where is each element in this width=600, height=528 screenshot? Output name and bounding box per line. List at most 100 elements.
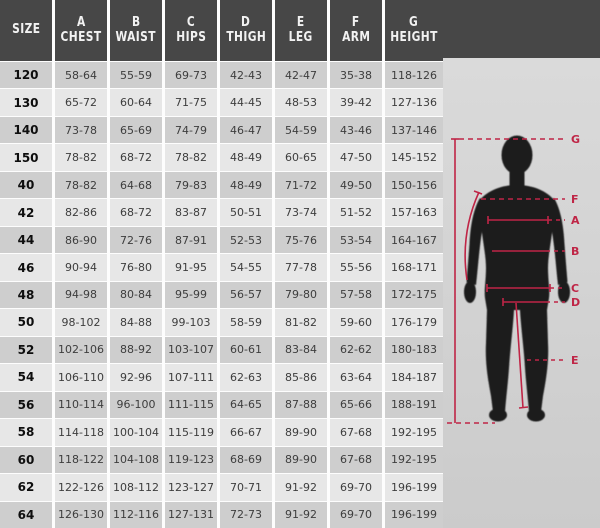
value-cell: 118-122 [55,446,107,474]
value-cell: 137-146 [385,116,444,144]
value-cell: 63-64 [330,364,382,391]
value-cell: 69-70 [330,501,382,528]
value-cell: 91-95 [165,254,217,281]
measure-label-f: F [571,193,579,206]
value-cell: 126-130 [55,501,107,528]
column-letter: D [241,14,251,30]
value-cell: 85-86 [275,364,327,391]
value-cell: 55-59 [110,62,162,89]
value-cell: 48-49 [220,171,272,199]
value-cell: 58-59 [220,309,272,336]
value-cell: 68-69 [220,446,272,474]
value-cell: 108-112 [110,474,162,501]
column-letter: F [352,14,360,30]
value-cell: 99-103 [165,309,217,336]
value-cell: 83-87 [165,199,217,226]
value-cell: 65-72 [55,89,107,116]
value-cell: 110-114 [55,391,107,419]
value-cell: 75-76 [275,226,327,254]
value-cell: 49-50 [330,171,382,199]
column-label: LEG [288,29,314,45]
arm-curve-tick [473,190,483,195]
value-cell: 196-199 [385,474,444,501]
measure-label-a: A [571,214,580,227]
size-cell: 58 [0,419,52,446]
value-cell: 84-88 [110,309,162,336]
value-cell: 104-108 [110,446,162,474]
value-cell: 69-70 [330,474,382,501]
size-cell: 60 [0,446,52,474]
size-table: SIZE A CHEST B WAIST C HIPS D THIGH E LEG F ARM G HEIG… [0,0,444,528]
column-letter: C [186,14,196,30]
value-cell: 118-126 [385,62,444,89]
value-cell: 62-63 [220,364,272,391]
value-cell: 71-75 [165,89,217,116]
value-cell: 168-171 [385,254,444,281]
value-cell: 72-73 [220,501,272,528]
header-band-right [443,0,600,58]
value-cell: 114-118 [55,419,107,446]
column-letter: E [297,14,305,30]
column-letter: A [76,14,86,30]
measure-label-e: E [571,354,579,367]
value-cell: 77-78 [275,254,327,281]
size-cell: 64 [0,501,52,528]
value-cell: 172-175 [385,281,444,309]
value-cell: 82-86 [55,199,107,226]
value-cell: 69-73 [165,62,217,89]
value-cell: 60-65 [275,144,327,171]
column-label: HIPS [175,29,207,45]
body-measurement-diagram: G F A B C D E [443,58,600,528]
value-cell: 54-55 [220,254,272,281]
value-cell: 54-59 [275,116,327,144]
value-cell: 72-76 [110,226,162,254]
value-cell: 74-79 [165,116,217,144]
value-cell: 87-88 [275,391,327,419]
value-cell: 103-107 [165,336,217,364]
size-cell: 54 [0,364,52,391]
value-cell: 64-65 [220,391,272,419]
value-cell: 196-199 [385,501,444,528]
value-cell: 56-57 [220,281,272,309]
value-cell: 86-90 [55,226,107,254]
column-header-hips: C HIPS [165,0,217,61]
value-cell: 59-60 [330,309,382,336]
size-cell: 120 [0,62,52,89]
value-cell: 80-84 [110,281,162,309]
measure-label-d: D [571,296,580,309]
size-cell: 52 [0,336,52,364]
value-cell: 157-163 [385,199,444,226]
value-cell: 78-82 [165,144,217,171]
value-cell: 100-104 [110,419,162,446]
e-bottom-tick [518,406,529,409]
measure-label-c: C [571,282,579,295]
size-cell: 56 [0,391,52,419]
value-cell: 87-91 [165,226,217,254]
value-cell: 91-92 [275,501,327,528]
column-label: ARM [341,29,371,45]
value-cell: 42-43 [220,62,272,89]
value-cell: 119-123 [165,446,217,474]
value-cell: 89-90 [275,446,327,474]
value-cell: 91-92 [275,474,327,501]
column-header-waist: B WAIST [110,0,162,61]
e-leg-line [515,302,524,409]
value-cell: 46-47 [220,116,272,144]
size-cell: 62 [0,474,52,501]
value-cell: 79-83 [165,171,217,199]
size-cell: 40 [0,171,52,199]
value-cell: 111-115 [165,391,217,419]
value-cell: 78-82 [55,144,107,171]
value-cell: 39-42 [330,89,382,116]
size-cell: 130 [0,89,52,116]
value-cell: 98-102 [55,309,107,336]
size-cell: 140 [0,116,52,144]
value-cell: 66-67 [220,419,272,446]
value-cell: 51-52 [330,199,382,226]
column-label: SIZE [11,22,41,38]
value-cell: 106-110 [55,364,107,391]
value-cell: 81-82 [275,309,327,336]
value-cell: 78-82 [55,171,107,199]
value-cell: 52-53 [220,226,272,254]
